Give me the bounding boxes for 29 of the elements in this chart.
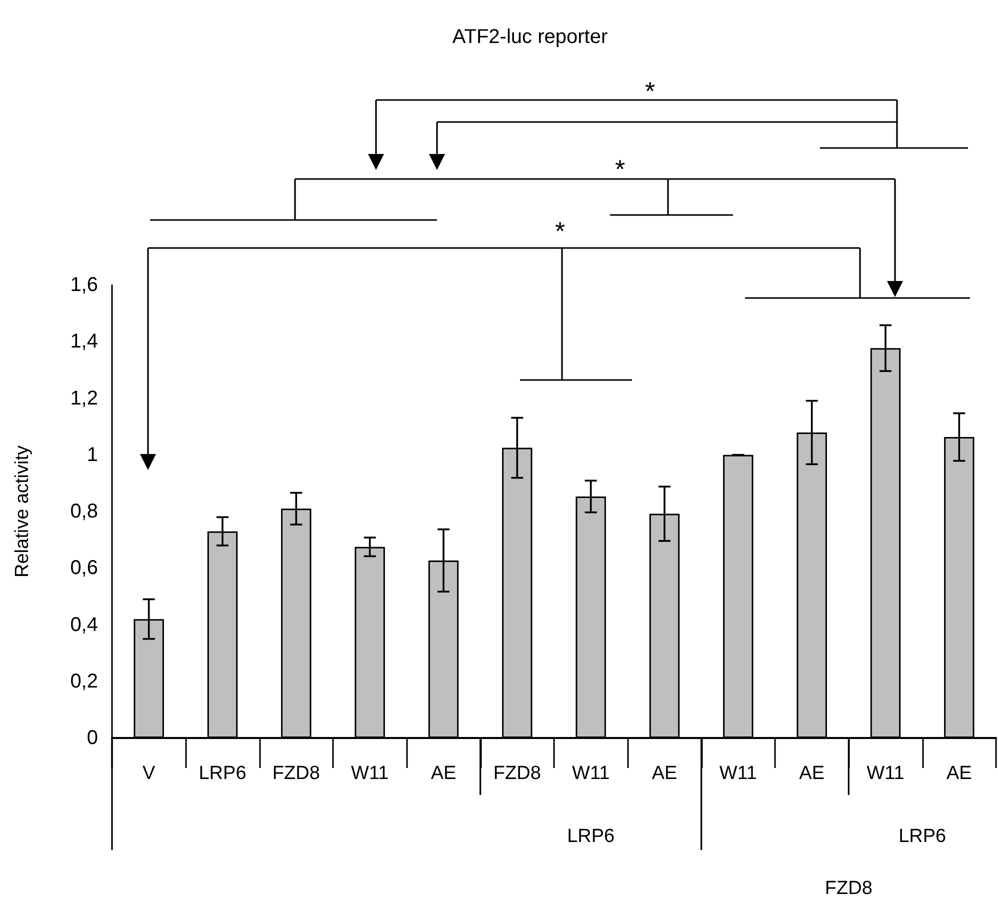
x-tick-label: W11 [866, 763, 904, 784]
text: LRP6 [567, 826, 615, 847]
text: FZD8 [824, 878, 872, 899]
y-tick-label: 1 [86, 444, 98, 466]
x-tick-label: W11 [719, 763, 758, 784]
y-tick-label: 0,6 [70, 557, 98, 580]
x-tick-label: LRP6 [198, 763, 246, 784]
y-tick-label: 0,4 [70, 614, 98, 636]
x-tick-label: V [142, 763, 156, 784]
y-tick-label: 1,2 [70, 387, 98, 410]
y-tick-label: 0,8 [70, 500, 98, 522]
y-axis-title: Relative activity [12, 445, 33, 578]
x-tick-label: FZD8 [272, 763, 320, 784]
text: * [614, 154, 626, 184]
x-tick-label: W11 [572, 763, 610, 784]
y-tick-label: 1,6 [70, 274, 98, 296]
x-tick-label: AE [652, 763, 678, 784]
text: LRP6 [898, 826, 946, 847]
chart-title: ATF2-luc reporter [452, 26, 608, 48]
y-tick-label: 0,2 [70, 670, 98, 692]
x-tick-label: AE [430, 763, 456, 784]
text: * [554, 216, 566, 246]
x-tick-label: AE [799, 763, 825, 784]
x-tick-label: FZD8 [493, 763, 541, 784]
x-tick-label: W11 [350, 763, 389, 784]
x-tick-label: AE [946, 763, 972, 784]
text: * [644, 76, 656, 106]
y-tick-label: 0 [86, 727, 98, 749]
y-tick-label: 1,4 [70, 330, 98, 353]
